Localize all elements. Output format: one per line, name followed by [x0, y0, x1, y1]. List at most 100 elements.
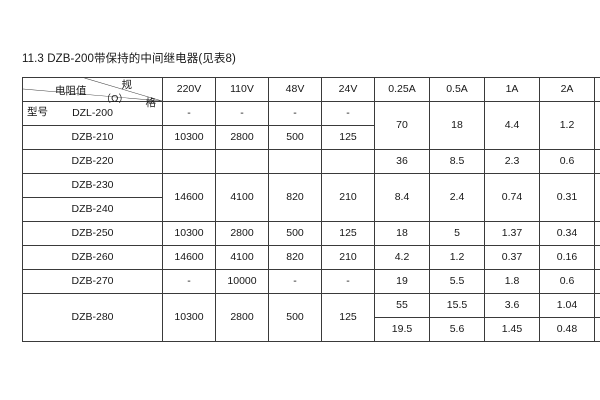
table-row: DZB-230 14600 4100 820 210 8.4 2.4 0.74 …	[22, 173, 600, 222]
cell-1a: 3.6	[484, 293, 540, 318]
cell-24v	[321, 149, 375, 174]
row-model-dzb-280: DZB-280	[22, 293, 163, 342]
cell-4a: 0.14	[594, 317, 600, 342]
cell-05a: 8.5	[429, 149, 485, 174]
cell-220v: 10300	[162, 221, 216, 246]
cell-48v: -	[268, 101, 322, 126]
cell-05a: 5.5	[429, 269, 485, 294]
cell-1a: 1.45	[484, 317, 540, 342]
column-header-48v: 48V	[268, 77, 322, 102]
cell-24v: 210	[321, 173, 375, 222]
cell-05a: 18	[429, 101, 485, 150]
row-model-dzb-270: DZB-270	[22, 269, 163, 294]
cell-05a: 2.4	[429, 173, 485, 222]
cell-4a: 0.22	[594, 149, 600, 174]
column-header-05a: 0.5A	[429, 77, 485, 102]
cell-48v	[268, 149, 322, 174]
cell-24v: 125	[321, 125, 375, 150]
cell-110v	[215, 149, 269, 174]
cell-110v: 10000	[215, 269, 269, 294]
row-model-dzb-220: DZB-220	[22, 149, 163, 174]
column-header-110v: 110V	[215, 77, 269, 102]
cell-025a: 55	[374, 293, 430, 318]
cell-110v: 2800	[215, 125, 269, 150]
cell-1a: 0.37	[484, 245, 540, 270]
cell-24v: 125	[321, 221, 375, 246]
cell-48v: 500	[268, 221, 322, 246]
row-model-dzb-240: DZB-240	[22, 197, 163, 222]
corner-diagonal-lines-icon	[23, 78, 162, 101]
cell-24v: 125	[321, 293, 375, 342]
spec-table-container: 电阻值 （Ω） 规 格 型号 220V 110V 48V 24V 0.25A 0…	[22, 77, 600, 342]
cell-1a: 2.3	[484, 149, 540, 174]
cell-24v: 210	[321, 245, 375, 270]
cell-48v: -	[268, 269, 322, 294]
cell-220v: -	[162, 101, 216, 126]
cell-110v: 4100	[215, 245, 269, 270]
column-header-220v: 220V	[162, 77, 216, 102]
cell-4a: 0.19	[594, 173, 600, 222]
table-row: DZB-220 36 8.5 2.3 0.6 0.22 0.11	[22, 149, 600, 174]
cell-2a: 1.2	[539, 101, 595, 150]
cell-2a: 0.34	[539, 221, 595, 246]
cell-48v: 500	[268, 125, 322, 150]
cell-025a: 18	[374, 221, 430, 246]
cell-05a: 1.2	[429, 245, 485, 270]
row-model-dzl-200: DZL-200	[22, 101, 163, 126]
cell-48v: 820	[268, 173, 322, 222]
cell-48v: 500	[268, 293, 322, 342]
column-header-1a: 1A	[484, 77, 540, 102]
cell-2a: 0.31	[539, 173, 595, 222]
cell-2a: 0.16	[539, 245, 595, 270]
table-row: DZL-200 - - - - 70 18 4.4 1.2 0.41 0.22	[22, 101, 600, 150]
cell-220v: 14600	[162, 245, 216, 270]
row-model-dzb-250: DZB-250	[22, 221, 163, 246]
cell-05a: 5	[429, 221, 485, 246]
cell-025a: 4.2	[374, 245, 430, 270]
cell-220v: 10300	[162, 293, 216, 342]
cell-220v	[162, 149, 216, 174]
table-header-row: 电阻值 （Ω） 规 格 型号 220V 110V 48V 24V 0.25A 0…	[22, 77, 600, 118]
cell-4a: 0.38	[594, 269, 600, 294]
cell-025a: 70	[374, 101, 430, 150]
column-header-025a: 0.25A	[374, 77, 430, 102]
corner-header-cell: 电阻值 （Ω） 规 格 型号	[22, 77, 163, 118]
cell-48v: 820	[268, 245, 322, 270]
cell-2a: 0.6	[539, 149, 595, 174]
corner-spec-label-1: 规	[121, 79, 133, 91]
cell-220v: -	[162, 269, 216, 294]
cell-1a: 1.37	[484, 221, 540, 246]
cell-025a: 8.4	[374, 173, 430, 222]
cell-4a: 0.35	[594, 293, 600, 318]
cell-110v: 2800	[215, 293, 269, 342]
cell-110v: 2800	[215, 221, 269, 246]
cell-220v: 10300	[162, 125, 216, 150]
cell-24v: -	[321, 101, 375, 126]
table-row: DZB-210 10300 2800 500 125	[22, 125, 600, 150]
cell-2a: 0.48	[539, 317, 595, 342]
table-row: DZB-270 - 10000 - - 19 5.5 1.8 0.6 0.38 …	[22, 269, 600, 294]
cell-025a: 36	[374, 149, 430, 174]
column-header-2a: 2A	[539, 77, 595, 102]
cell-1a: 4.4	[484, 101, 540, 150]
column-header-4a: 4A	[594, 77, 600, 102]
cell-110v: 4100	[215, 173, 269, 222]
row-model-dzb-210: DZB-210	[22, 125, 163, 150]
table-row: DZB-280 10300 2800 500 125 55 15.5 3.6 1…	[22, 293, 600, 342]
table-row: DZB-250 10300 2800 500 125 18 5 1.37 0.3…	[22, 221, 600, 246]
table-row: DZB-260 14600 4100 820 210 4.2 1.2 0.37 …	[22, 245, 600, 270]
cell-24v: -	[321, 269, 375, 294]
page-title: 11.3 DZB-200带保持的中间继电器(见表8)	[22, 53, 236, 65]
cell-1a: 1.8	[484, 269, 540, 294]
table-row: DZB-240	[22, 197, 600, 222]
cell-2a: 0.6	[539, 269, 595, 294]
cell-05a: 15.5	[429, 293, 485, 318]
cell-110v: -	[215, 101, 269, 126]
cell-05a: 5.6	[429, 317, 485, 342]
cell-4a: 0.14	[594, 221, 600, 246]
cell-4a: 0.09	[594, 245, 600, 270]
column-header-24v: 24V	[321, 77, 375, 102]
cell-2a: 1.04	[539, 293, 595, 318]
row-model-dzb-260: DZB-260	[22, 245, 163, 270]
